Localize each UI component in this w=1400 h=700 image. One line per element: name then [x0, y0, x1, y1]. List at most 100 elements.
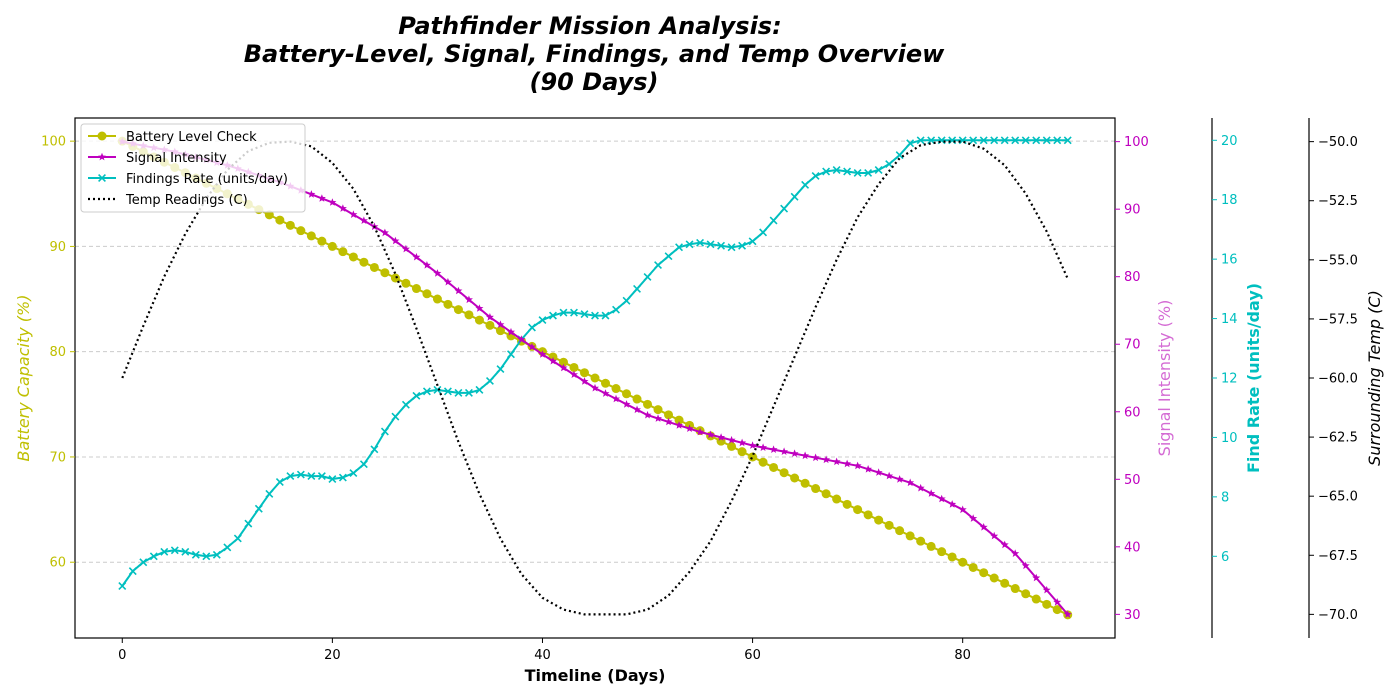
battery-data-point — [307, 231, 316, 240]
battery-data-point — [275, 216, 284, 225]
battery-data-point — [422, 289, 431, 298]
battery-data-point — [906, 531, 915, 540]
battery-data-point — [622, 389, 631, 398]
x-tick-label: 40 — [534, 648, 551, 663]
signal-tick-label: 100 — [1124, 135, 1149, 150]
temp-axis-label: Surrounding Temp (C) — [1365, 290, 1384, 466]
battery-data-point — [328, 242, 337, 251]
signal-data-point — [833, 458, 841, 466]
findings-data-point — [613, 306, 620, 313]
findings-data-point — [276, 479, 283, 486]
findings-axis-label: Find Rate (units/day) — [1244, 283, 1263, 473]
battery-data-point — [643, 400, 652, 409]
findings-data-point — [781, 205, 788, 212]
battery-data-point — [475, 316, 484, 325]
battery-data-point — [601, 379, 610, 388]
battery-data-point — [801, 479, 810, 488]
battery-data-point — [885, 521, 894, 530]
findings-data-point — [266, 490, 273, 497]
temp-tick-label: −50.0 — [1318, 135, 1358, 150]
temp-tick-label: −60.0 — [1318, 372, 1358, 387]
findings-tick-label: 18 — [1221, 193, 1238, 208]
battery-data-point — [759, 458, 768, 467]
battery-data-point — [1011, 584, 1020, 593]
signal-data-point — [644, 411, 652, 419]
battery-data-point — [937, 547, 946, 556]
battery-data-point — [317, 237, 326, 246]
findings-data-point — [623, 297, 630, 304]
findings-data-point — [119, 583, 126, 590]
signal-data-point — [864, 465, 872, 473]
battery-data-point — [874, 516, 883, 525]
temp-tick-label: −52.5 — [1318, 194, 1358, 209]
findings-data-point — [371, 446, 378, 453]
x-tick-label: 0 — [118, 648, 126, 663]
temp-tick-label: −57.5 — [1318, 312, 1358, 327]
battery-data-point — [464, 310, 473, 319]
findings-data-point — [802, 181, 809, 188]
findings-data-point — [392, 413, 399, 420]
battery-data-point — [1021, 589, 1030, 598]
signal-tick-label: 80 — [1124, 270, 1141, 285]
findings-data-point — [245, 520, 252, 527]
signal-axis-label: Signal Intensity (%) — [1155, 300, 1174, 457]
x-tick-label: 20 — [324, 648, 341, 663]
findings-data-point — [129, 568, 136, 575]
signal-tick-label: 30 — [1124, 608, 1141, 623]
findings-data-point — [886, 161, 893, 168]
signal-tick-label: 70 — [1124, 338, 1141, 353]
signal-tick-label: 50 — [1124, 473, 1141, 488]
battery-data-point — [380, 268, 389, 277]
battery-data-point — [927, 542, 936, 551]
findings-data-point — [381, 428, 388, 435]
findings-tick-label: 10 — [1221, 431, 1238, 446]
findings-data-point — [255, 505, 262, 512]
signal-data-point — [770, 445, 778, 453]
battery-data-point — [286, 221, 295, 230]
battery-data-point — [790, 474, 799, 483]
signal-data-point — [654, 414, 662, 422]
battery-data-point — [843, 500, 852, 509]
battery-data-point — [401, 279, 410, 288]
battery-data-point — [349, 252, 358, 261]
signal-data-point — [318, 194, 326, 202]
battery-data-point — [822, 489, 831, 498]
battery-data-point — [370, 263, 379, 272]
battery-data-point — [780, 468, 789, 477]
signal-data-point — [307, 190, 315, 198]
chart-title-line-3: (90 Days) — [530, 68, 659, 96]
battery-tick-label: 90 — [49, 240, 66, 255]
signal-data-point — [791, 449, 799, 457]
x-tick-label: 60 — [744, 648, 761, 663]
signal-data-point — [812, 454, 820, 462]
signal-data-point — [759, 443, 767, 451]
signal-data-point — [843, 460, 851, 468]
battery-data-point — [1042, 600, 1051, 609]
signal-data-point — [801, 452, 809, 460]
battery-data-point — [485, 321, 494, 330]
findings-data-point — [634, 285, 641, 292]
signal-data-point — [875, 468, 883, 476]
battery-data-point — [580, 368, 589, 377]
battery-data-point — [1000, 579, 1009, 588]
findings-data-point — [224, 544, 231, 551]
battery-data-point — [811, 484, 820, 493]
signal-tick-label: 90 — [1124, 203, 1141, 218]
findings-data-point — [234, 535, 241, 542]
x-tick-label: 80 — [954, 648, 971, 663]
battery-data-point — [727, 442, 736, 451]
temp-tick-label: −55.0 — [1318, 253, 1358, 268]
temp-tick-label: −65.0 — [1318, 490, 1358, 505]
battery-tick-label: 80 — [49, 345, 66, 360]
battery-data-point — [979, 568, 988, 577]
battery-data-point — [612, 384, 621, 393]
findings-data-point — [497, 366, 504, 373]
signal-data-point — [896, 475, 904, 483]
battery-data-point — [769, 463, 778, 472]
findings-data-point — [529, 324, 536, 331]
battery-data-point — [916, 537, 925, 546]
findings-tick-label: 20 — [1221, 134, 1238, 149]
signal-data-point — [885, 472, 893, 480]
findings-data-point — [896, 152, 903, 159]
signal-data-point — [749, 441, 757, 449]
